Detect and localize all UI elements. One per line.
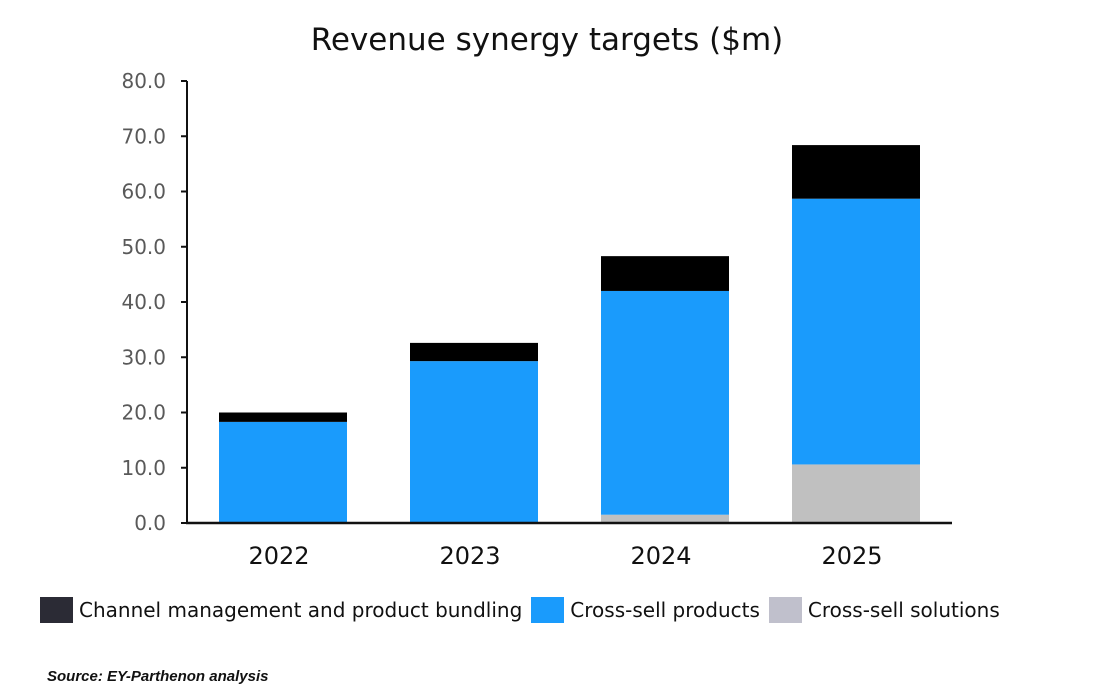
chart-plot: 0.0 10.0 20.0 30.0 40.0 50.0 60.0 70.0 80.0 2022…: [121, 69, 952, 570]
y-tick-label: 0.0: [134, 511, 166, 535]
legend-swatch: [40, 597, 73, 623]
bar-2022-channel-management-and-product-bundling: [219, 412, 347, 422]
bar-2022-cross-sell-products: [219, 421, 347, 523]
x-tick-label-2023: 2023: [439, 542, 500, 570]
y-tick-label: 60.0: [121, 180, 166, 204]
y-tick-label: 30.0: [121, 345, 166, 369]
chart-title: Revenue synergy targets ($m): [310, 22, 784, 58]
source-note: Source: EY-Parthenon analysis: [47, 668, 269, 685]
bars-group: [219, 145, 920, 523]
x-tick-label-2025: 2025: [821, 542, 882, 570]
x-axis: 2022 2023 2024 2025: [186, 521, 952, 570]
bar-2023-cross-sell-products: [410, 361, 538, 523]
x-tick-label-2024: 2024: [630, 542, 691, 570]
y-tick-label: 50.0: [121, 235, 166, 259]
bar-2023-channel-management-and-product-bundling: [410, 342, 538, 362]
y-tick-label: 80.0: [121, 69, 166, 93]
bar-2025-channel-management-and-product-bundling: [792, 145, 920, 199]
bar-2024-cross-sell-products: [601, 290, 729, 515]
bar-2025-cross-sell-solutions: [792, 464, 920, 523]
y-tick-label: 20.0: [121, 401, 166, 425]
legend-item: Cross-sell solutions: [768, 597, 1000, 623]
legend: Channel management and product bundling C…: [40, 597, 1009, 623]
y-tick-label: 40.0: [121, 290, 166, 314]
legend-item: Channel management and product bundling: [40, 597, 522, 623]
bar-2025-cross-sell-products: [792, 198, 920, 465]
bar-2024-channel-management-and-product-bundling: [601, 256, 729, 291]
legend-swatch: [531, 597, 565, 623]
legend-swatch: [768, 597, 802, 623]
bar-2024-cross-sell-solutions: [601, 514, 729, 523]
x-tick-label-2022: 2022: [248, 542, 309, 570]
y-axis: 0.0 10.0 20.0 30.0 40.0 50.0 60.0 70.0 80.0: [121, 69, 188, 535]
legend-label: Cross-sell solutions: [807, 598, 1000, 622]
legend-label: Cross-sell products: [570, 598, 760, 622]
legend-label: Channel management and product bundling: [79, 598, 523, 622]
legend-item: Cross-sell products: [531, 597, 760, 623]
y-tick-label: 70.0: [121, 124, 166, 148]
y-tick-label: 10.0: [121, 456, 166, 480]
